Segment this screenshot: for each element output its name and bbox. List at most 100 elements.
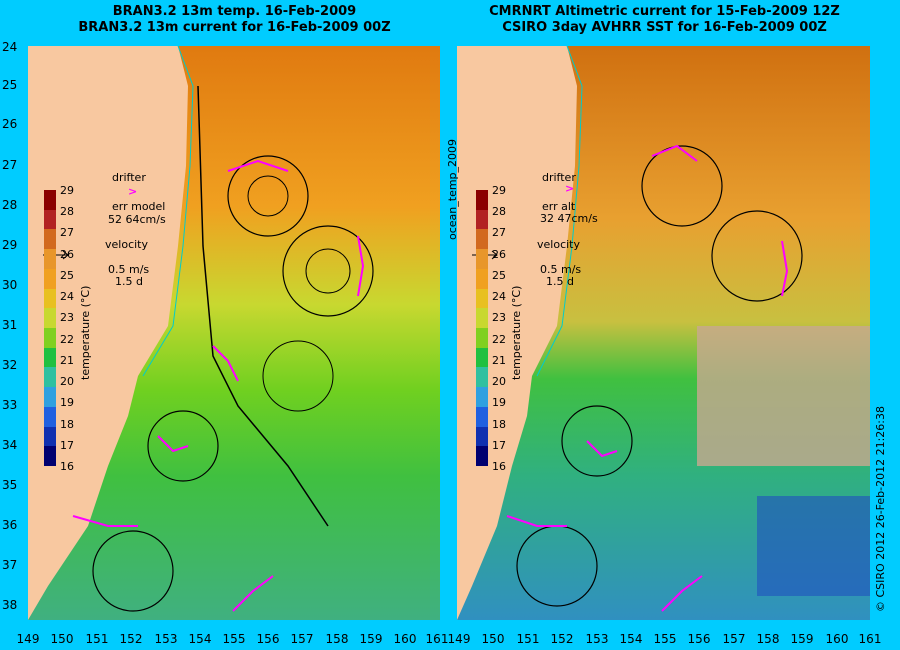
colorbar-tick: 17 — [492, 438, 506, 452]
colorbar-segment — [44, 229, 56, 250]
y-tick: 24 — [2, 40, 18, 54]
right-speed-label: 0.5 m/s — [540, 263, 582, 276]
drifter-track-3 — [157, 435, 189, 453]
y-tick: 28 — [2, 198, 18, 212]
x-tick: 158 — [756, 632, 780, 646]
colorbar-segment — [44, 249, 56, 269]
colorbar-tick: 28 — [60, 205, 74, 219]
colorbar-segment — [44, 446, 56, 466]
right-panel-title: CMRNRT Altimetric current for 15-Feb-200… — [458, 4, 871, 36]
colorbar-tick: 25 — [492, 268, 506, 282]
copyright-credit: © CSIRO 2012 26-Feb-2012 21:26:38 — [874, 406, 887, 612]
left-speed-label: 0.5 m/s — [108, 263, 150, 276]
left-err-value: 52 64cm/s — [108, 213, 166, 226]
colorbar-tick: 18 — [492, 417, 506, 431]
drifter-track-1 — [651, 144, 698, 162]
x-tick: 154 — [619, 632, 643, 646]
drifter-track-4 — [72, 515, 138, 527]
y-tick: 25 — [2, 78, 18, 92]
x-tick: 150 — [481, 632, 505, 646]
eddy-north-inner — [247, 175, 289, 217]
y-tick: 35 — [2, 478, 18, 492]
right-duration-label: 1.5 d — [546, 275, 574, 288]
colorbar-segment — [476, 308, 488, 328]
eddy-southwest — [561, 405, 633, 477]
right-err-value: 32 47cm/s — [540, 212, 598, 225]
y-tick: 27 — [2, 158, 18, 172]
x-tick: 157 — [290, 632, 314, 646]
colorbar-tick: 18 — [60, 417, 74, 431]
left-panel-title: BRAN3.2 13m temp. 16-Feb-2009 BRAN3.2 13… — [28, 4, 441, 36]
colorbar-segment — [476, 328, 488, 348]
left-title-line2: BRAN3.2 13m current for 16-Feb-2009 00Z — [78, 20, 391, 35]
colorbar-tick: 21 — [492, 353, 506, 367]
x-tick: 159 — [790, 632, 814, 646]
colorbar-segment — [476, 406, 488, 427]
drifter-track-5 — [661, 575, 703, 612]
colorbar-tick: 23 — [60, 311, 74, 325]
x-tick: 160 — [825, 632, 849, 646]
x-tick: 161 — [425, 632, 449, 646]
colorbar-segment — [44, 367, 56, 388]
x-tick: 156 — [256, 632, 280, 646]
colorbar-tick: 20 — [60, 375, 74, 389]
right-sst-map — [457, 46, 870, 620]
right-drifter-label: drifter — [542, 171, 576, 184]
eddy-north — [227, 155, 309, 237]
left-colorbar-label: temperature (°C) — [79, 285, 92, 380]
x-tick: 149 — [16, 632, 40, 646]
cold-patch — [757, 496, 870, 596]
colorbar-tick: 29 — [492, 184, 506, 197]
left-drifter-icon: > — [128, 185, 138, 198]
colorbar-tick: 24 — [60, 290, 74, 304]
coastline — [536, 46, 583, 377]
x-tick: 155 — [653, 632, 677, 646]
left-velocity-label: velocity — [105, 238, 148, 251]
left-drifter-label: drifter — [112, 171, 146, 184]
left-title-line1: BRAN3.2 13m temp. 16-Feb-2009 — [112, 4, 357, 19]
y-tick: 32 — [2, 358, 18, 372]
land-mass — [28, 46, 188, 620]
y-tick: 30 — [2, 278, 18, 292]
drifter-track-5 — [232, 575, 274, 612]
cloud-mask — [697, 326, 870, 466]
colorbar-segment — [44, 347, 56, 368]
colorbar-tick: 16 — [60, 460, 74, 473]
colorbar-tick: 27 — [492, 226, 506, 240]
y-tick: 33 — [2, 398, 18, 412]
left-duration-label: 1.5 d — [115, 275, 143, 288]
right-colorbar — [476, 190, 488, 466]
colorbar-tick: 26 — [492, 247, 506, 261]
right-title-line1: CMRNRT Altimetric current for 15-Feb-200… — [489, 4, 840, 19]
drifter-track-4 — [506, 515, 567, 527]
colorbar-segment — [44, 426, 56, 447]
colorbar-tick: 23 — [492, 311, 506, 325]
colorbar-segment — [44, 209, 56, 230]
left-temperature-map — [28, 46, 440, 620]
eddy-north — [641, 145, 723, 227]
colorbar-segment — [476, 229, 488, 250]
colorbar-segment — [44, 387, 56, 407]
colorbar-segment — [476, 347, 488, 368]
left-err-label: err model — [112, 200, 166, 213]
colorbar-segment — [44, 190, 56, 210]
y-tick: 29 — [2, 238, 18, 252]
colorbar-segment — [44, 406, 56, 427]
land-mass — [457, 46, 577, 620]
colorbar-tick: 27 — [60, 226, 74, 240]
x-tick: 155 — [222, 632, 246, 646]
drifter-track-3 — [586, 440, 618, 458]
x-tick: 152 — [119, 632, 143, 646]
drifter-track-1 — [227, 159, 289, 172]
x-tick: 149 — [447, 632, 471, 646]
left-colorbar — [44, 190, 56, 466]
x-tick: 157 — [722, 632, 746, 646]
colorbar-tick: 21 — [60, 353, 74, 367]
eddy-south — [92, 530, 174, 612]
colorbar-segment — [476, 426, 488, 447]
x-tick: 153 — [585, 632, 609, 646]
east-australian-current — [197, 85, 329, 527]
y-tick: 38 — [2, 598, 18, 612]
eddy-central — [711, 210, 803, 302]
colorbar-tick: 28 — [492, 205, 506, 219]
